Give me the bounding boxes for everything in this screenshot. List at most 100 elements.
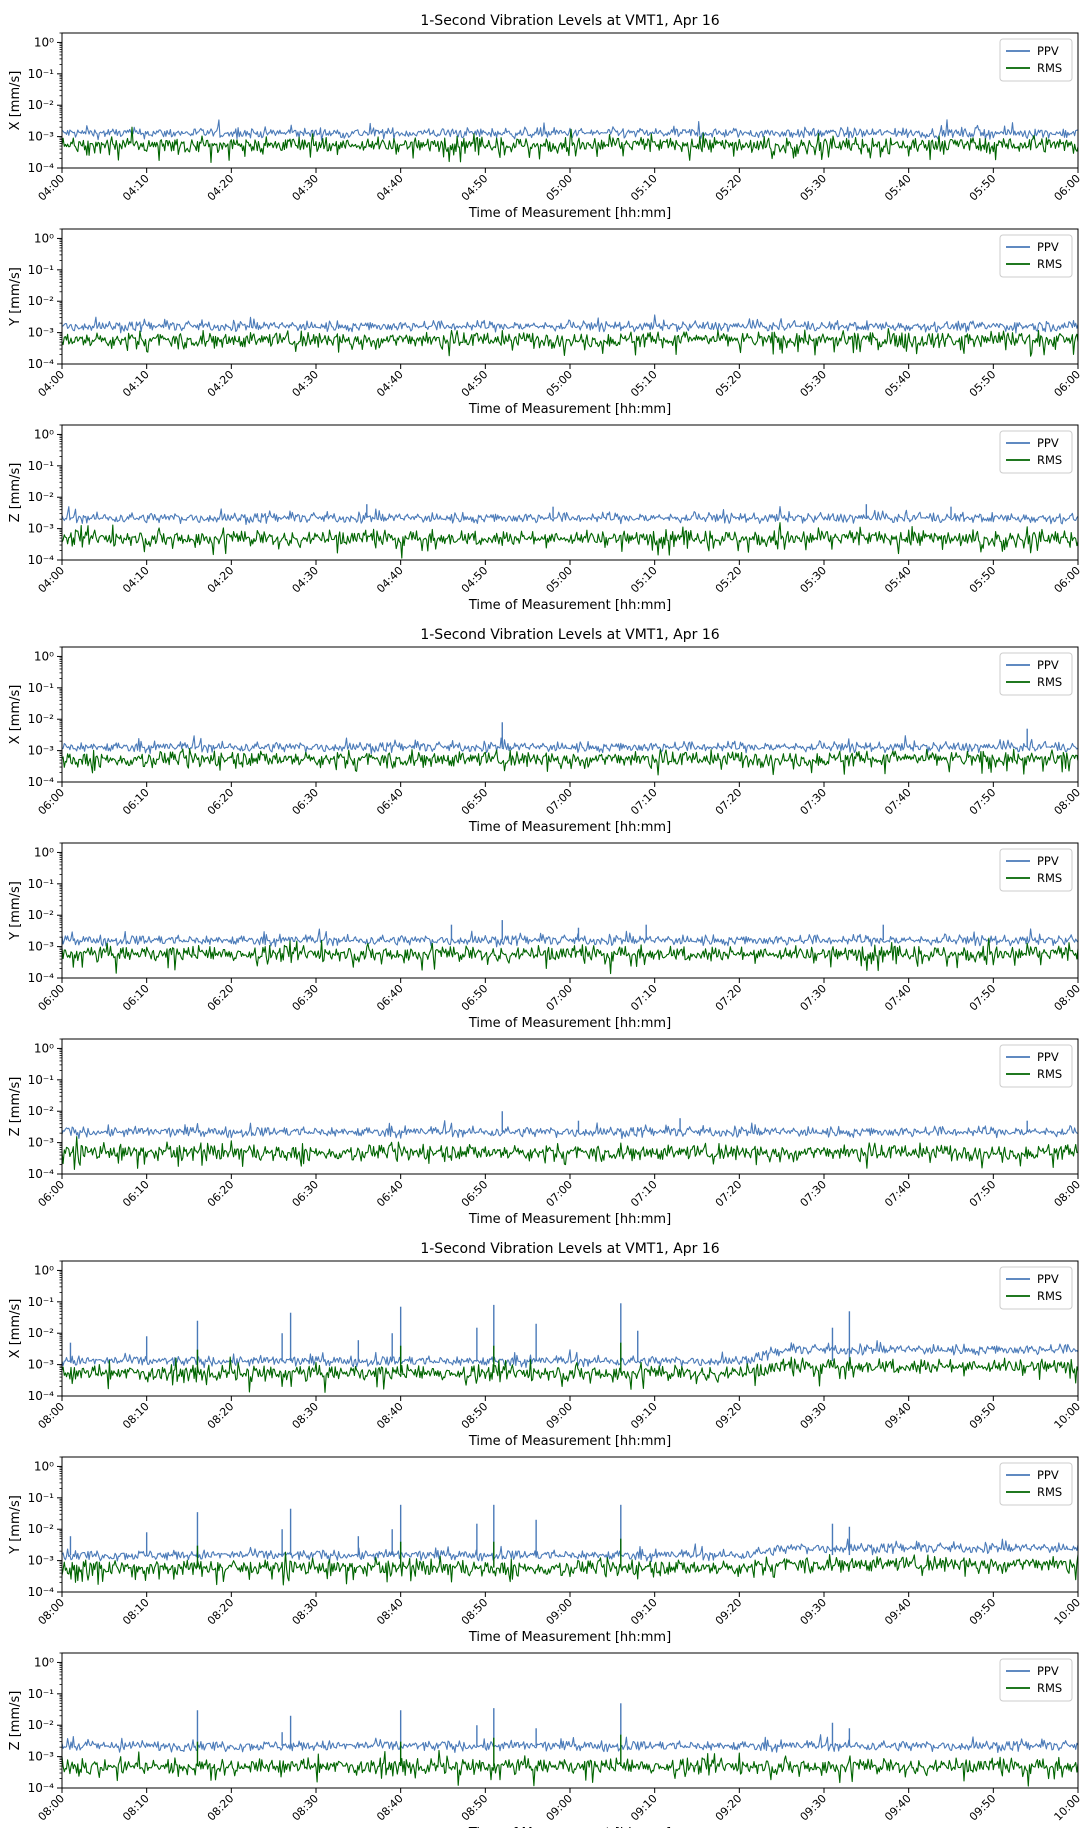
x-tick-label: 06:50 (459, 982, 491, 1014)
x-tick-label: 08:30 (290, 1400, 322, 1432)
series-line-rms (62, 1551, 1078, 1586)
subplot-4: 1-Second Vibration Levels at VMT1, Apr 1… (8, 627, 1083, 835)
legend: PPV RMS (999, 1044, 1073, 1088)
y-axis-label: X [mm/s] (8, 685, 23, 745)
legend-label-rms: RMS (1037, 871, 1062, 885)
x-tick-label: 07:50 (967, 1178, 999, 1210)
x-tick-label: 07:20 (713, 786, 745, 818)
series-line-rms (62, 748, 1078, 776)
x-tick-label: 07:00 (544, 1178, 576, 1210)
x-tick-label: 06:00 (1052, 368, 1083, 400)
x-tick-label: 09:40 (882, 1792, 914, 1824)
axes-frame (61, 1456, 1079, 1593)
y-tick-label: 10⁻⁴ (28, 775, 55, 789)
x-tick-label: 10:00 (1052, 1596, 1083, 1628)
x-tick-label: 05:00 (544, 564, 576, 596)
subplot-2: 10⁻⁴ 10⁻³ 10⁻² 10⁻¹ 10⁰ Y [mm/s] 04:00 04:10 04:… (8, 228, 1083, 417)
x-tick-label: 04:50 (459, 172, 491, 204)
y-tick-label: 10⁻² (28, 1326, 55, 1340)
x-tick-label: 07:30 (798, 982, 830, 1014)
x-tick-label: 07:10 (628, 1178, 660, 1210)
x-tick-label: 09:50 (967, 1596, 999, 1628)
x-tick-label: 08:00 (36, 1596, 68, 1628)
x-tick-label: 09:00 (544, 1596, 576, 1628)
legend: PPV RMS (999, 1266, 1073, 1310)
x-axis-label: Time of Measurement [hh:mm] (468, 1630, 671, 1645)
series-line-ppv (62, 119, 1078, 141)
y-axis-label: X [mm/s] (8, 71, 23, 131)
x-tick-label: 04:00 (36, 172, 68, 204)
legend-label-ppv: PPV (1037, 1468, 1059, 1482)
x-tick-label: 04:00 (36, 564, 68, 596)
x-tick-label: 04:50 (459, 368, 491, 400)
x-tick-label: 06:20 (205, 1178, 237, 1210)
chart-title: 1-Second Vibration Levels at VMT1, Apr 1… (420, 1241, 719, 1257)
y-tick-label: 10⁻² (28, 490, 55, 504)
subplot-8: 10⁻⁴ 10⁻³ 10⁻² 10⁻¹ 10⁰ Y [mm/s] 08:00 08:10 08:… (8, 1456, 1083, 1645)
x-tick-label: 08:50 (459, 1596, 491, 1628)
x-tick-label: 05:30 (798, 172, 830, 204)
y-tick-label: 10⁻² (28, 908, 55, 922)
x-tick-label: 08:10 (120, 1792, 152, 1824)
legend-label-ppv: PPV (1037, 658, 1059, 672)
y-tick-label: 10⁻⁴ (28, 1167, 55, 1181)
x-tick-label: 05:20 (713, 172, 745, 204)
x-tick-label: 07:20 (713, 982, 745, 1014)
y-tick-label: 10⁻¹ (28, 877, 55, 891)
x-tick-label: 09:10 (628, 1596, 660, 1628)
x-axis-label: Time of Measurement [hh:mm] (468, 598, 671, 613)
chart-title: 1-Second Vibration Levels at VMT1, Apr 1… (420, 627, 719, 643)
x-tick-label: 07:50 (967, 786, 999, 818)
legend-label-ppv: PPV (1037, 1050, 1059, 1064)
x-tick-label: 08:00 (1052, 786, 1083, 818)
axes-frame (61, 1260, 1079, 1397)
x-tick-label: 05:20 (713, 564, 745, 596)
x-tick-label: 05:10 (628, 368, 660, 400)
y-tick-label: 10⁻² (28, 1104, 55, 1118)
x-tick-label: 05:30 (798, 564, 830, 596)
x-tick-label: 09:50 (967, 1792, 999, 1824)
legend: PPV RMS (999, 848, 1073, 892)
series-line-ppv (62, 928, 1078, 948)
x-tick-label: 04:20 (205, 564, 237, 596)
x-tick-label: 05:40 (882, 564, 914, 596)
x-tick-label: 07:00 (544, 786, 576, 818)
x-tick-label: 06:00 (36, 786, 68, 818)
y-tick-label: 10⁻¹ (28, 263, 55, 277)
x-tick-label: 06:00 (36, 982, 68, 1014)
legend-label-ppv: PPV (1037, 240, 1059, 254)
y-tick-label: 10⁻⁴ (28, 1781, 55, 1795)
x-tick-label: 05:40 (882, 368, 914, 400)
x-tick-label: 08:20 (205, 1400, 237, 1432)
legend: PPV RMS (999, 234, 1073, 278)
x-tick-label: 08:20 (205, 1596, 237, 1628)
x-tick-label: 04:00 (36, 368, 68, 400)
x-tick-label: 05:50 (967, 172, 999, 204)
legend: PPV RMS (999, 652, 1073, 696)
y-tick-label: 10⁰ (34, 1655, 54, 1669)
y-axis-label: Y [mm/s] (8, 881, 23, 941)
series-line-rms (62, 1749, 1078, 1787)
series-line-rms (62, 522, 1078, 559)
x-tick-label: 09:50 (967, 1400, 999, 1432)
x-tick-label: 06:10 (120, 1178, 152, 1210)
y-tick-label: 10⁻⁴ (28, 971, 55, 985)
x-tick-label: 09:00 (544, 1792, 576, 1824)
axes-frame (61, 842, 1079, 979)
x-tick-label: 08:30 (290, 1792, 322, 1824)
x-tick-label: 08:40 (374, 1400, 406, 1432)
x-tick-label: 07:40 (882, 1178, 914, 1210)
x-tick-label: 09:10 (628, 1792, 660, 1824)
legend-label-ppv: PPV (1037, 1272, 1059, 1286)
series-line-ppv (62, 1734, 1078, 1754)
legend-label-rms: RMS (1037, 1289, 1062, 1303)
x-tick-label: 04:30 (290, 564, 322, 596)
y-tick-label: 10⁻¹ (28, 1295, 55, 1309)
y-tick-label: 10⁻⁴ (28, 1389, 55, 1403)
x-tick-label: 09:40 (882, 1596, 914, 1628)
x-tick-label: 06:10 (120, 982, 152, 1014)
y-tick-label: 10⁰ (34, 1041, 54, 1055)
x-tick-label: 06:00 (36, 1178, 68, 1210)
x-tick-label: 07:00 (544, 982, 576, 1014)
x-axis-label: Time of Measurement [hh:mm] (468, 402, 671, 417)
